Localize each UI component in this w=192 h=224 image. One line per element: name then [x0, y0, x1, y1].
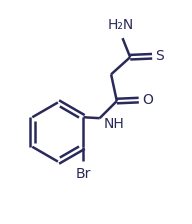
- Text: Br: Br: [76, 167, 91, 181]
- Text: NH: NH: [104, 117, 125, 131]
- Text: H₂N: H₂N: [108, 18, 134, 32]
- Text: S: S: [156, 49, 164, 63]
- Text: O: O: [142, 93, 153, 107]
